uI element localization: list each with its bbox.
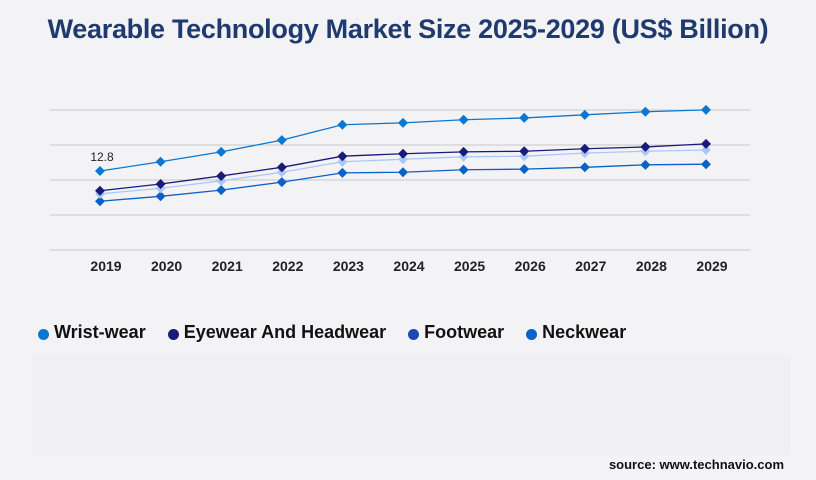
data-point — [701, 159, 711, 170]
x-tick-label: 2023 — [333, 258, 364, 274]
data-point — [398, 148, 408, 159]
data-point — [398, 154, 408, 165]
legend-label: Footwear — [424, 322, 505, 342]
data-point — [155, 191, 166, 202]
legend-label: Wrist-wear — [54, 322, 146, 342]
data-point — [701, 145, 711, 156]
x-tick-label: 2020 — [151, 258, 182, 274]
x-tick-label: 2029 — [696, 258, 727, 274]
data-point — [95, 185, 105, 196]
legend-label: Neckwear — [542, 322, 627, 342]
data-point — [579, 162, 590, 173]
data-point — [519, 112, 530, 123]
legend: Wrist-wear Eyewear And Headwear Footwear Ne… — [38, 322, 626, 343]
x-tick-label: 2025 — [454, 258, 485, 274]
legend-marker — [167, 329, 179, 340]
data-point — [640, 106, 651, 117]
data-point — [458, 146, 469, 157]
data-point — [276, 162, 287, 173]
legend-marker — [408, 329, 420, 340]
data-point — [216, 185, 227, 196]
data-point — [519, 146, 530, 157]
data-point — [276, 135, 287, 146]
data-point — [95, 166, 105, 176]
data-point — [458, 164, 469, 175]
data-point — [337, 119, 348, 130]
data-point — [337, 167, 348, 178]
legend-item: Wrist-wear — [38, 322, 146, 343]
x-tick-label: 2028 — [636, 258, 667, 274]
x-tick-label: 2027 — [575, 258, 606, 274]
data-point — [155, 156, 166, 167]
data-point — [337, 156, 348, 167]
background-panel — [32, 355, 790, 455]
legend-item: Footwear — [408, 322, 504, 343]
data-point — [398, 117, 408, 128]
data-point — [398, 167, 408, 178]
source-text: source: www.technavio.com — [608, 457, 784, 472]
data-point — [216, 146, 227, 157]
data-point — [155, 178, 166, 189]
legend-label: Eyewear And Headwear — [183, 322, 387, 342]
data-point — [337, 151, 348, 162]
data-point — [458, 114, 469, 125]
data-point — [216, 170, 227, 181]
legend-marker — [38, 329, 49, 340]
x-tick-label: 2021 — [212, 258, 243, 274]
x-tick-label: 2024 — [393, 258, 424, 274]
legend-item: Neckwear — [526, 322, 626, 343]
data-point — [519, 164, 530, 175]
x-tick-label: 2026 — [515, 258, 546, 274]
chart-title: Wearable Technology Market Size 2025-202… — [47, 14, 769, 44]
data-point — [640, 159, 651, 170]
data-point — [276, 177, 287, 188]
legend-marker — [526, 329, 538, 340]
line-chart: 2019 2020 2021 2022 2023 2024 2025 2026 2027 2028… — [50, 104, 750, 274]
data-point — [95, 196, 105, 207]
data-point — [701, 104, 711, 115]
x-tick-label: 2022 — [272, 258, 303, 274]
data-point — [701, 138, 711, 149]
data-point — [640, 141, 651, 152]
legend-item: Eyewear And Headwear — [167, 322, 387, 343]
data-label: 12.8 — [90, 150, 114, 164]
x-tick-label: 2019 — [90, 258, 121, 274]
data-point — [579, 109, 590, 120]
data-point — [579, 143, 590, 154]
